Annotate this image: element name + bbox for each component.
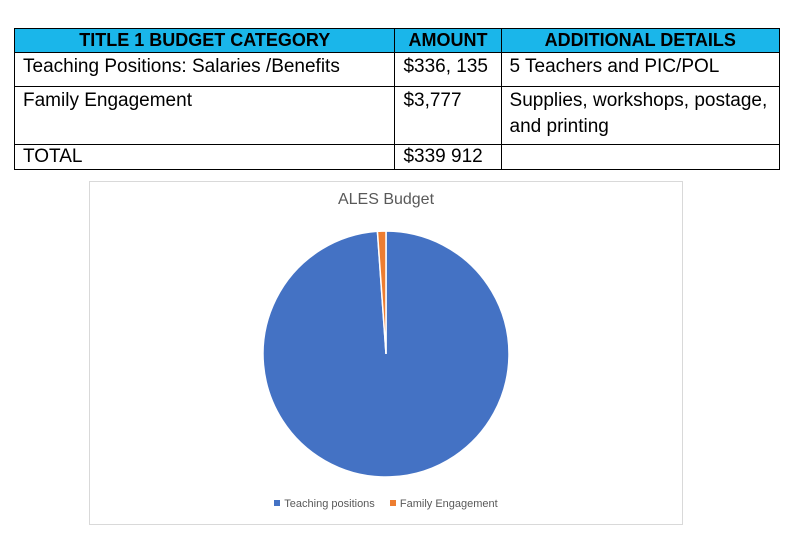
legend-label: Family Engagement bbox=[399, 498, 498, 510]
header-category: TITLE 1 BUDGET CATEGORY bbox=[13, 28, 396, 53]
budget-table: TITLE 1 BUDGET CATEGORY AMOUNT ADDITIONA… bbox=[13, 28, 781, 170]
cell-category: Family Engagement bbox=[13, 86, 396, 145]
table-header-row: TITLE 1 BUDGET CATEGORY AMOUNT ADDITIONA… bbox=[13, 28, 781, 53]
cell-details: Supplies, workshops, postage, and printi… bbox=[500, 86, 781, 145]
header-amount: AMOUNT bbox=[394, 28, 502, 53]
chart-legend: Teaching positions Family Engagement bbox=[90, 498, 682, 510]
header-details: ADDITIONAL DETAILS bbox=[500, 28, 781, 53]
legend-item-teaching: Teaching positions bbox=[274, 498, 375, 510]
cell-amount: $3,777 bbox=[394, 86, 502, 145]
cell-category: Teaching Positions: Salaries /Benefits bbox=[13, 52, 396, 87]
chart-title: ALES Budget bbox=[337, 191, 435, 208]
pie-chart-frame: ALES Budget Teaching positions Family En… bbox=[89, 181, 683, 525]
legend-label: Teaching positions bbox=[284, 498, 375, 510]
cell-details bbox=[500, 144, 781, 170]
table-row: Family Engagement $3,777 Supplies, works… bbox=[13, 86, 781, 145]
cell-category: TOTAL bbox=[13, 144, 396, 170]
cell-amount: $336, 135 bbox=[394, 52, 502, 87]
legend-swatch bbox=[274, 500, 281, 507]
legend-item-family: Family Engagement bbox=[389, 498, 498, 510]
cell-details: 5 Teachers and PIC/POL bbox=[500, 52, 781, 87]
pie-slice-family bbox=[376, 230, 387, 355]
pie-chart bbox=[262, 230, 510, 478]
table-row: Teaching Positions: Salaries /Benefits $… bbox=[13, 52, 781, 87]
legend-swatch bbox=[389, 500, 396, 507]
cell-amount: $339 912 bbox=[394, 144, 502, 170]
table-row: TOTAL $339 912 bbox=[13, 144, 781, 170]
